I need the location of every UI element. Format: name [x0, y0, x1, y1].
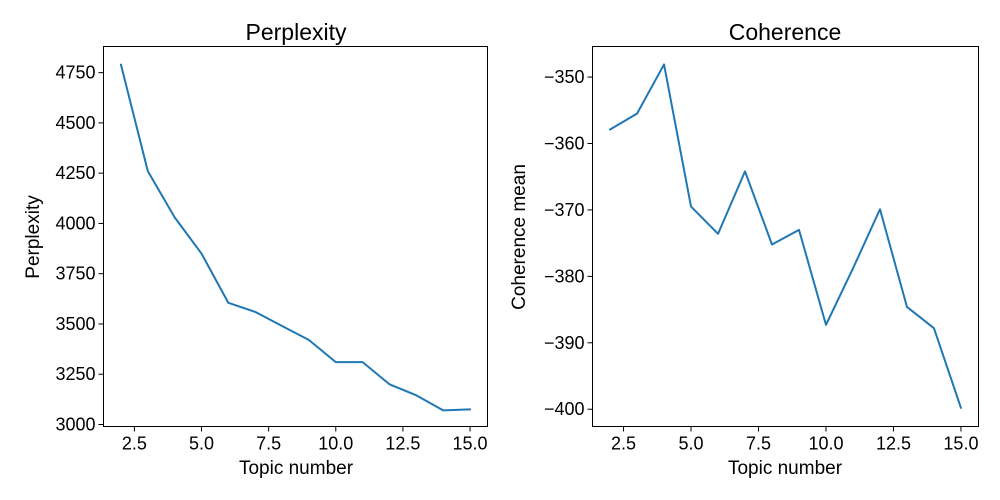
x-tick-label: 2.5	[122, 434, 147, 454]
y-tick-label: −400	[544, 399, 585, 419]
perplexity-chart: Perplexity Topic number Perplexity 2.5 5.…	[23, 19, 488, 479]
y-tick-label: −390	[544, 333, 585, 353]
x-tick-label: 5.0	[189, 434, 214, 454]
x-tick-label: 2.5	[611, 434, 636, 454]
plot-frame	[592, 46, 979, 427]
y-tick-label: 3500	[55, 314, 95, 334]
y-tick-label: −370	[544, 200, 585, 220]
x-tick-label: 12.5	[876, 434, 911, 454]
x-tick-label: 15.0	[453, 434, 488, 454]
x-tick-label: 7.5	[746, 434, 771, 454]
y-axis-title: Perplexity	[23, 195, 44, 279]
x-axis-title: Topic number	[239, 458, 354, 479]
y-axis-title: Coherence mean	[509, 164, 530, 310]
x-tick-label: 15.0	[943, 434, 978, 454]
chart-title: Coherence	[729, 19, 842, 45]
series-line	[609, 63, 962, 409]
x-axis-title: Topic number	[728, 458, 843, 479]
x-tick-label: 10.0	[808, 434, 843, 454]
x-tick-label: 7.5	[256, 434, 281, 454]
y-tick-label: −360	[544, 133, 585, 153]
series-line	[119, 63, 472, 412]
x-tick-label: 5.0	[679, 434, 704, 454]
y-tick-label: 4000	[55, 213, 95, 233]
y-tick-label: −350	[544, 67, 585, 87]
y-tick-label: 4750	[55, 63, 95, 83]
chart-title: Perplexity	[246, 19, 347, 45]
x-tick-label: 10.0	[318, 434, 353, 454]
y-tick-label: 4500	[55, 113, 95, 133]
coherence-chart: Coherence Topic number Coherence mean 2.…	[509, 19, 979, 479]
x-tick-label: 12.5	[385, 434, 420, 454]
y-tick-label: 4250	[55, 163, 95, 183]
y-tick-label: 3750	[55, 264, 95, 284]
y-tick-label: 3250	[55, 364, 95, 384]
y-tick-label: 3000	[55, 414, 95, 434]
plot-frame	[103, 46, 488, 427]
y-tick-label: −380	[544, 266, 585, 286]
